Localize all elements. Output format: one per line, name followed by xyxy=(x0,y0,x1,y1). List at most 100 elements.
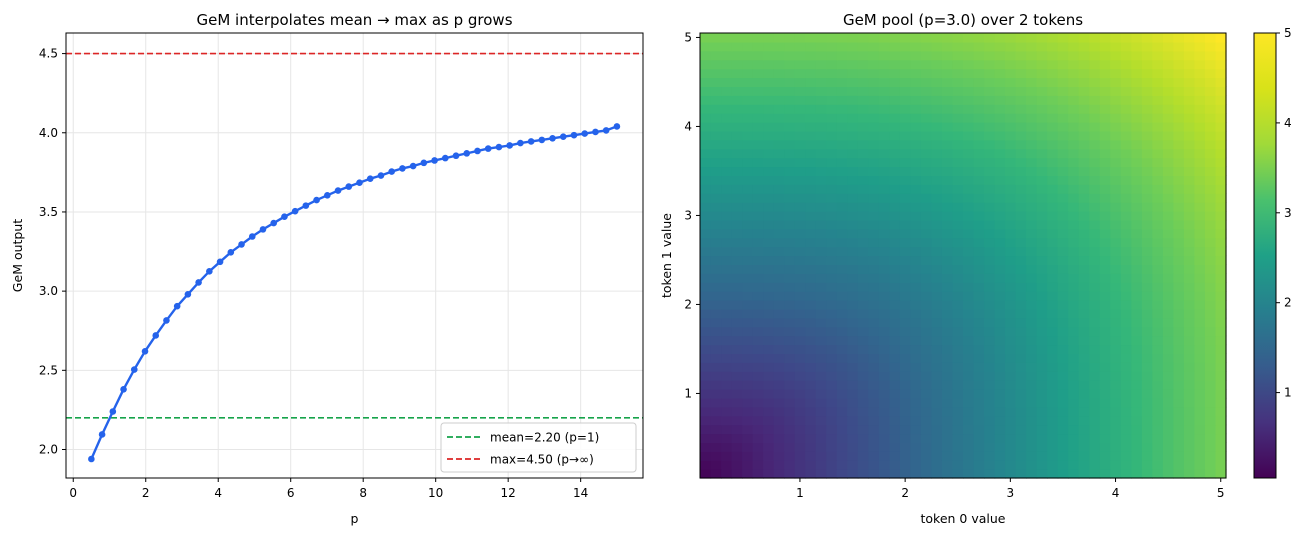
heatmap-cell xyxy=(899,219,911,230)
data-point xyxy=(109,408,117,415)
heatmap-cell xyxy=(1015,255,1027,265)
heatmap-cell xyxy=(994,451,1006,461)
heatmap-cell xyxy=(1204,219,1217,230)
data-point xyxy=(592,128,599,136)
heatmap-cell xyxy=(868,77,880,87)
heatmap-cell xyxy=(1089,389,1101,399)
heatmap-cell xyxy=(984,104,996,114)
heatmap-cell xyxy=(857,139,869,150)
heatmap-cell xyxy=(1099,415,1111,426)
heatmap-cell xyxy=(763,148,775,159)
heatmap-cell xyxy=(1047,202,1059,212)
heatmap-cell xyxy=(805,211,817,221)
heatmap-cell xyxy=(1110,389,1122,399)
heatmap-cell xyxy=(1026,50,1038,61)
heatmap-cell xyxy=(847,264,859,274)
heatmap-cell xyxy=(1078,469,1090,479)
heatmap-cell xyxy=(941,175,954,185)
heatmap-cell xyxy=(994,148,1006,159)
heatmap-cell xyxy=(1204,300,1217,310)
heatmap-cell xyxy=(794,469,806,479)
heatmap-cell xyxy=(920,193,933,203)
heatmap-cell xyxy=(910,50,922,61)
heatmap-cell xyxy=(1078,68,1090,79)
heatmap-cell xyxy=(899,237,911,248)
heatmap-cell xyxy=(1194,264,1206,274)
heatmap-cell xyxy=(984,317,996,328)
heatmap-cell xyxy=(1204,157,1217,168)
heatmap-cell xyxy=(794,50,806,61)
heatmap-cell xyxy=(763,460,775,470)
heatmap-cell xyxy=(973,397,985,408)
heatmap-cell xyxy=(710,41,722,52)
heatmap-cell xyxy=(826,148,838,159)
heatmap-cell xyxy=(1194,219,1206,230)
heatmap-cell xyxy=(1152,86,1164,96)
heatmap-cell xyxy=(1026,282,1038,292)
heatmap-cell xyxy=(1015,424,1027,435)
heatmap-cell xyxy=(1110,397,1122,408)
heatmap-cell xyxy=(752,175,764,185)
heatmap-cell xyxy=(826,59,838,70)
heatmap-cell xyxy=(784,415,796,426)
heatmap-cell xyxy=(1005,335,1017,346)
heatmap-cell xyxy=(1026,273,1038,283)
heatmap-cell xyxy=(700,397,712,408)
heatmap-cell xyxy=(710,95,722,105)
heatmap-cell xyxy=(784,362,796,372)
heatmap-cell xyxy=(857,122,869,132)
heatmap-cell xyxy=(1036,219,1048,230)
heatmap-cell xyxy=(836,184,848,194)
heatmap-cell xyxy=(784,406,796,417)
heatmap-cell xyxy=(1057,264,1069,274)
heatmap-cell xyxy=(899,371,911,381)
heatmap-cell xyxy=(1057,246,1069,257)
x-tick-label: 8 xyxy=(359,486,367,500)
heatmap-cell xyxy=(1047,157,1059,168)
heatmap-cell xyxy=(878,50,890,61)
heatmap-cell xyxy=(1005,326,1017,337)
heatmap-cell xyxy=(920,86,933,96)
heatmap-cell xyxy=(710,33,722,43)
heatmap-cell xyxy=(920,139,933,150)
heatmap-cell xyxy=(931,41,943,52)
heatmap-cell xyxy=(1068,424,1080,435)
heatmap-cell xyxy=(889,300,901,310)
heatmap-cell xyxy=(1162,264,1174,274)
heatmap-cell xyxy=(742,166,754,176)
heatmap-cell xyxy=(1152,175,1164,185)
heatmap-cell xyxy=(973,148,985,159)
data-point xyxy=(313,196,320,204)
heatmap-cell xyxy=(899,415,911,426)
heatmap-cell xyxy=(805,95,817,105)
heatmap-cell xyxy=(836,317,848,328)
heatmap-cell xyxy=(1047,228,1059,239)
heatmap-cell xyxy=(1057,308,1069,319)
heatmap-cell xyxy=(1173,291,1185,301)
heatmap-cell xyxy=(742,184,754,194)
heatmap-cell xyxy=(742,255,754,265)
heatmap-cell xyxy=(773,237,785,248)
heatmap-cell xyxy=(805,59,817,70)
heatmap-cell xyxy=(857,184,869,194)
heatmap-cell xyxy=(1005,237,1017,248)
heatmap-cell xyxy=(815,389,827,399)
heatmap-cell xyxy=(1078,175,1090,185)
heatmap-cell xyxy=(794,139,806,150)
heatmap-cell xyxy=(910,264,922,274)
heatmap-cell xyxy=(857,397,869,408)
heatmap-cell xyxy=(805,86,817,96)
heatmap-cell xyxy=(773,264,785,274)
heatmap-cell xyxy=(1047,308,1059,319)
heatmap-cell xyxy=(1204,86,1217,96)
heatmap-cell xyxy=(1120,362,1132,372)
heatmap-cell xyxy=(899,317,911,328)
heatmap-cell xyxy=(941,451,954,461)
heatmap-cell xyxy=(1194,300,1206,310)
heatmap-cell xyxy=(784,264,796,274)
heatmap-cell xyxy=(784,122,796,132)
heatmap-cell xyxy=(794,211,806,221)
heatmap-cell xyxy=(710,451,722,461)
heatmap-cell xyxy=(1078,442,1090,452)
heatmap-cell xyxy=(1026,113,1038,123)
